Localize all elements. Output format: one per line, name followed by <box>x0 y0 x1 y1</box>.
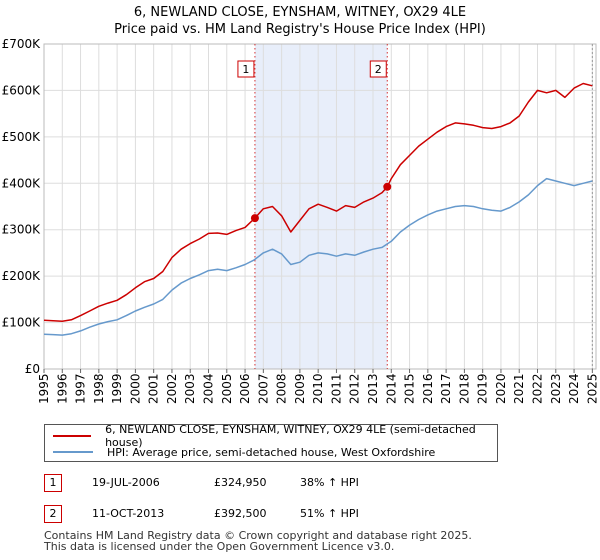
x-tick-label: 2015 <box>403 373 417 404</box>
legend-label-hpi: HPI: Average price, semi-detached house,… <box>107 445 436 459</box>
x-tick-label: 2024 <box>567 373 581 404</box>
sale-row-2: 2 11-OCT-2013 £392,500 51% ↑ HPI <box>44 505 444 525</box>
x-tick-label: 2001 <box>147 373 161 404</box>
x-tick-label: 2012 <box>348 373 362 404</box>
title-line-2: Price paid vs. HM Land Registry's House … <box>114 22 486 37</box>
x-tick-label: 1998 <box>92 373 106 404</box>
sale-label-box-1 <box>237 60 255 78</box>
legend-item-property: 6, NEWLAND CLOSE, EYNSHAM, WITNEY, OX29 … <box>53 423 497 449</box>
sale-points <box>250 182 392 223</box>
x-tick-label: 2019 <box>476 373 490 404</box>
x-tick-label: 2020 <box>494 373 508 404</box>
y-tick-label: £500K <box>2 130 42 144</box>
y-tick-label: £600K <box>2 83 42 97</box>
y-tick-label: £0 <box>25 362 40 376</box>
sale-badge-2: 2 <box>44 505 62 523</box>
sale-point-2 <box>383 182 392 191</box>
footer: Contains HM Land Registry data © Crown c… <box>44 530 584 552</box>
legend: 6, NEWLAND CLOSE, EYNSHAM, WITNEY, OX29 … <box>44 423 498 462</box>
legend-item-hpi: HPI: Average price, semi-detached house,… <box>53 444 435 460</box>
x-tick-label: 2017 <box>439 373 453 404</box>
sale-date-1: 19-JUL-2006 <box>92 476 160 489</box>
x-tick-label: 2016 <box>421 373 435 404</box>
footer-line-2: This data is licensed under the Open Gov… <box>44 540 395 553</box>
sale-hpi-2: 51% ↑ HPI <box>300 507 359 520</box>
sale-badge-1: 1 <box>44 474 62 492</box>
chart-title: 6, NEWLAND CLOSE, EYNSHAM, WITNEY, OX29 … <box>0 4 600 38</box>
x-tick-label: 2018 <box>457 373 471 404</box>
x-tick-label: 2011 <box>329 373 343 404</box>
title-line-1: 6, NEWLAND CLOSE, EYNSHAM, WITNEY, OX29 … <box>133 5 467 20</box>
y-tick-label: £300K <box>2 223 42 237</box>
sale-label-box-2 <box>369 60 387 78</box>
legend-swatch-property <box>53 435 92 437</box>
sale-date-2: 11-OCT-2013 <box>92 507 165 520</box>
legend-swatch-hpi <box>53 451 93 453</box>
x-tick-label: 2006 <box>238 373 252 404</box>
x-tick-label: 2013 <box>366 373 380 404</box>
y-tick-label: £200K <box>2 269 42 283</box>
legend-label-property: 6, NEWLAND CLOSE, EYNSHAM, WITNEY, OX29 … <box>105 423 476 449</box>
x-tick-label: 2025 <box>585 373 599 404</box>
x-tick-label: 2009 <box>293 373 307 404</box>
sale-label-2: 2 <box>375 63 382 76</box>
y-tick-label: £400K <box>2 176 42 190</box>
x-tick-label: 2022 <box>531 373 545 404</box>
x-tick-label: 2004 <box>202 373 216 404</box>
x-tick-label: 1997 <box>74 373 88 404</box>
x-axis-ticks: 1995 1996 1997 1998 1999 2000 2001 2002 2003 2004… <box>37 369 599 404</box>
x-tick-label: 2002 <box>165 373 179 404</box>
x-tick-label: 1999 <box>110 373 124 404</box>
property-price-line <box>43 82 593 322</box>
x-tick-label: 2010 <box>311 373 325 404</box>
hpi-line <box>43 177 593 336</box>
shaded-range <box>254 44 388 369</box>
sale-hpi-1: 38% ↑ HPI <box>300 476 359 489</box>
x-tick-label: 2021 <box>512 373 526 404</box>
x-tick-label: 2023 <box>549 373 563 404</box>
y-tick-label: £700K <box>2 37 42 51</box>
x-tick-label: 2014 <box>384 373 398 404</box>
x-tick-label: 2003 <box>183 373 197 404</box>
sale-label-1: 1 <box>242 63 249 76</box>
y-axis-ticks: £0 £100K £200K £300K £400K £500K £600K £700K <box>2 37 42 376</box>
x-tick-label: 2007 <box>256 373 270 404</box>
sale-price-1: £324,950 <box>214 476 267 489</box>
x-tick-label: 2008 <box>275 373 289 404</box>
grid-lines <box>43 43 597 370</box>
y-tick-label: £100K <box>2 316 42 330</box>
x-tick-label: 2000 <box>128 373 142 404</box>
sale-price-2: £392,500 <box>214 507 267 520</box>
x-tick-label: 1996 <box>55 373 69 404</box>
sale-row-1: 1 19-JUL-2006 £324,950 38% ↑ HPI <box>44 474 444 494</box>
footer-line-1: Contains HM Land Registry data © Crown c… <box>44 529 472 542</box>
series-lines <box>43 82 593 336</box>
x-tick-label: 1995 <box>37 373 51 404</box>
sale-point-1 <box>250 214 259 223</box>
x-tick-label: 2005 <box>220 373 234 404</box>
plot-frame <box>43 43 597 370</box>
